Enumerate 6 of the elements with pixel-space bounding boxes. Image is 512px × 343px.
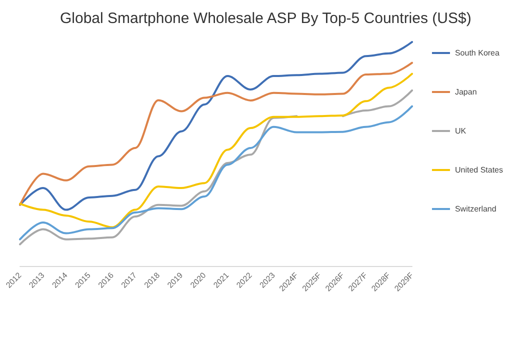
legend-label: Switzerland: [454, 204, 496, 214]
legend-label: United States: [454, 166, 504, 174]
legend-label: Japan: [454, 88, 477, 96]
legend-label: UK: [454, 126, 467, 136]
chart-title: Global Smartphone Wholesale ASP By Top-5 Countries (US$): [60, 10, 472, 27]
legend-label: South Korea: [454, 48, 500, 58]
